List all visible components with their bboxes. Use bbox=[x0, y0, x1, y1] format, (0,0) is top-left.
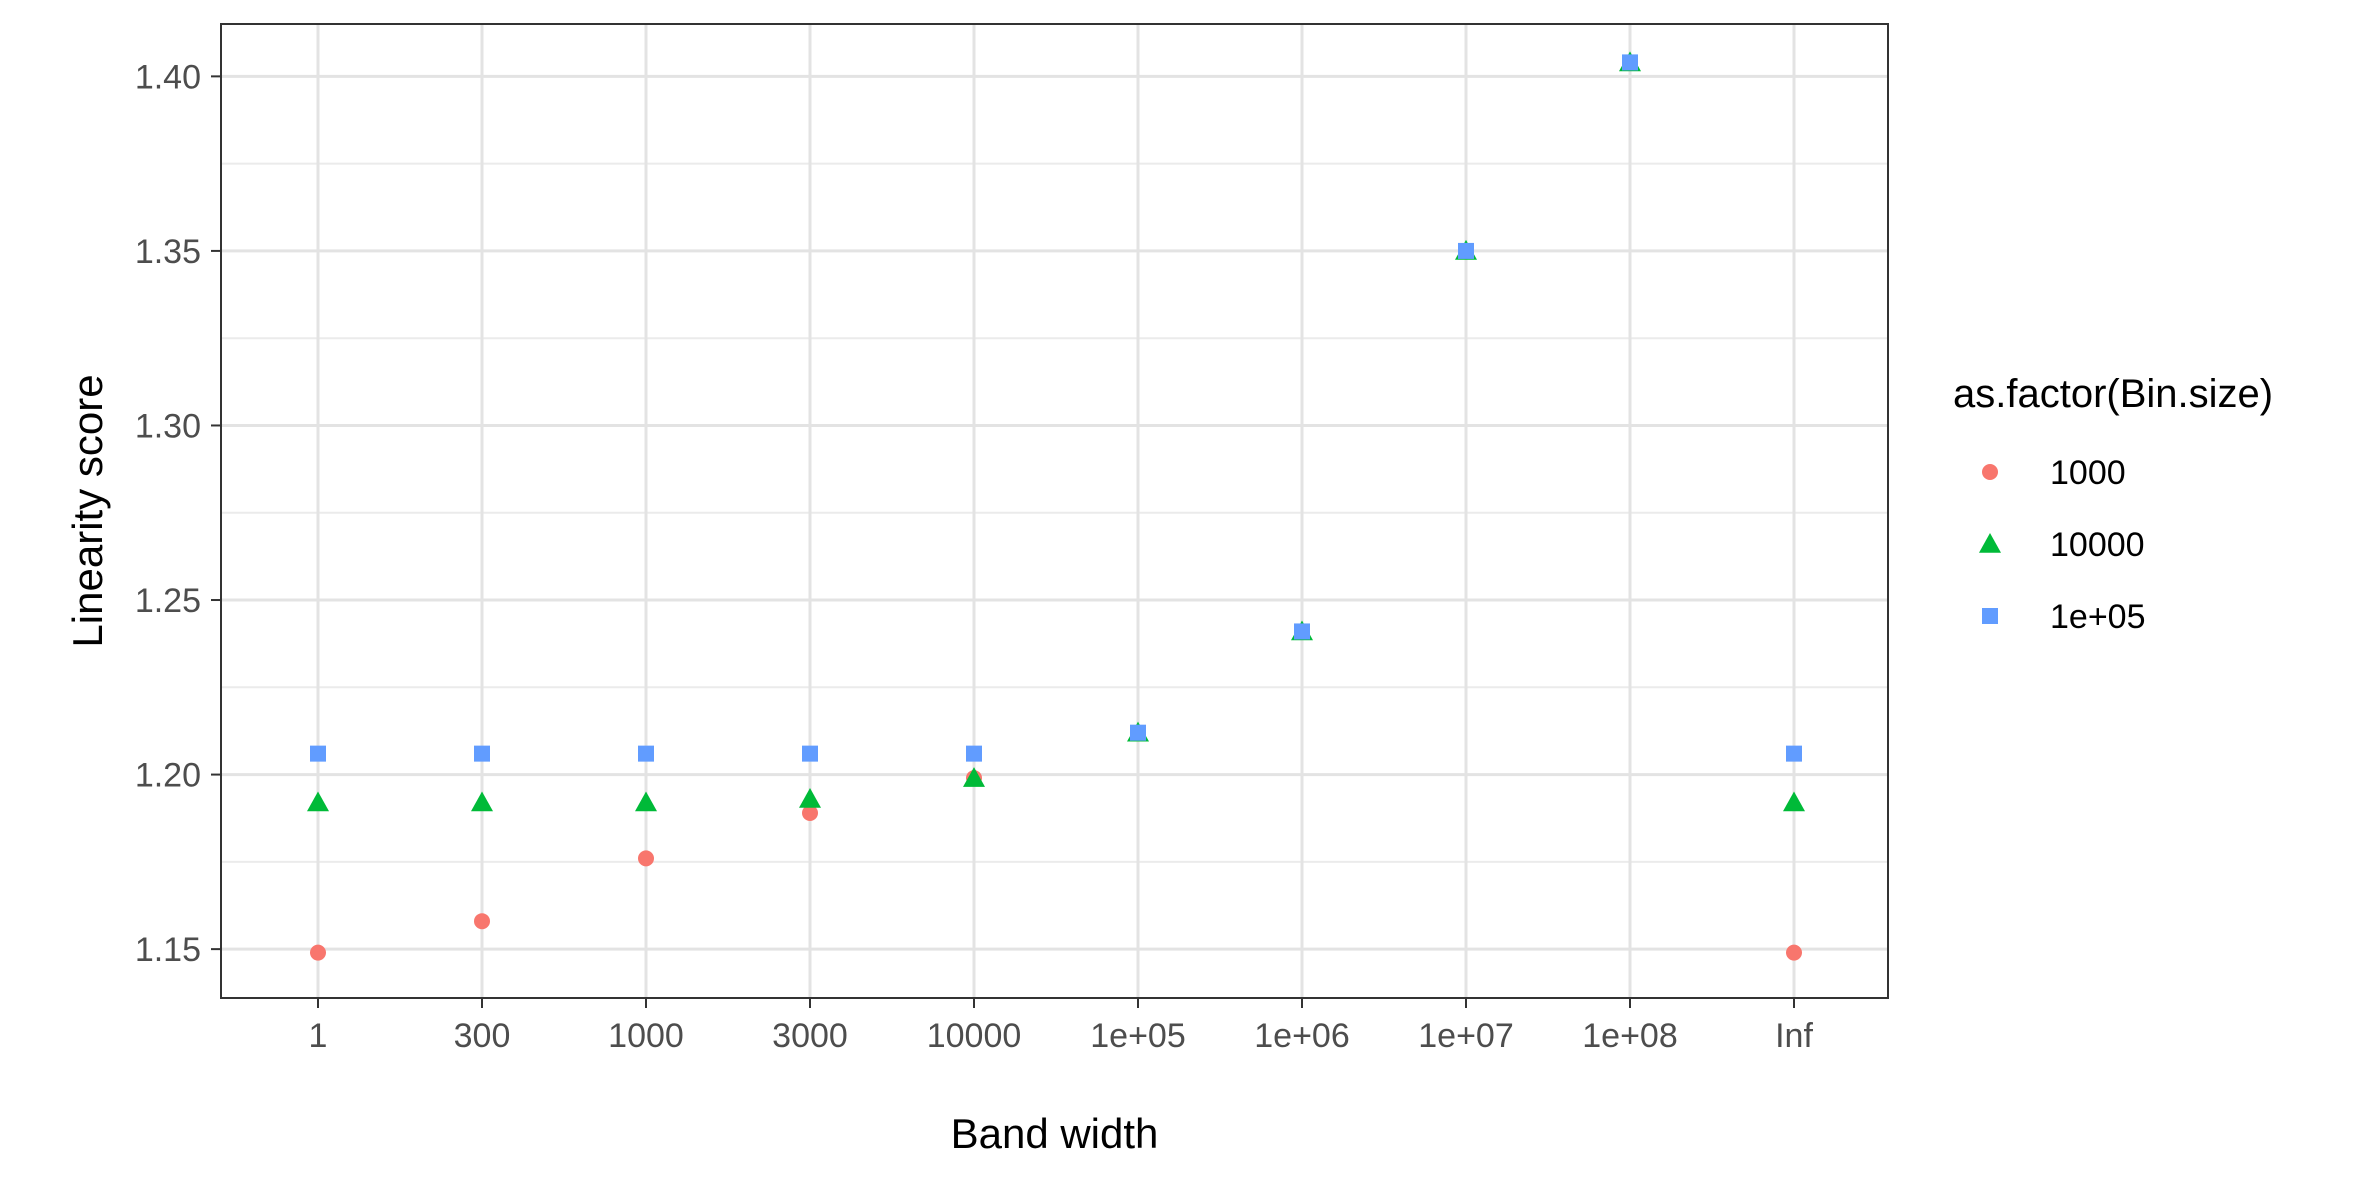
data-point-square bbox=[966, 745, 982, 762]
data-point-triangle bbox=[635, 791, 657, 812]
x-tick-label: 1000 bbox=[608, 1017, 684, 1055]
data-point-square bbox=[1458, 242, 1474, 259]
y-tick-label: 1.30 bbox=[135, 407, 201, 445]
data-point-square bbox=[1130, 724, 1146, 741]
y-tick-label: 1.25 bbox=[135, 582, 201, 620]
data-point-triangle bbox=[963, 767, 985, 787]
legend-key-square bbox=[1982, 608, 1998, 624]
data-points bbox=[307, 51, 1805, 961]
data-point-square bbox=[1786, 745, 1802, 762]
data-point-circle bbox=[802, 804, 818, 821]
y-tick-label: 1.35 bbox=[135, 233, 201, 271]
legend-key-circle bbox=[1982, 464, 1998, 480]
x-tick-label: 10000 bbox=[927, 1017, 1022, 1055]
data-point-triangle bbox=[799, 788, 821, 808]
data-point-circle bbox=[638, 850, 654, 867]
x-axis-title: Band width bbox=[951, 1110, 1159, 1157]
x-tick-label: 1e+08 bbox=[1582, 1017, 1678, 1055]
data-point-square bbox=[474, 745, 490, 762]
data-point-circle bbox=[310, 944, 326, 961]
y-axis-title: Linearity score bbox=[64, 374, 111, 647]
minor-gridlines bbox=[221, 162, 1888, 863]
data-point-square bbox=[802, 745, 818, 762]
legend-label: 10000 bbox=[2050, 526, 2145, 564]
legend-title: as.factor(Bin.size) bbox=[1953, 372, 2273, 416]
x-axis-ticks: 1 300 1000 3000 10000 1e+05 1e+06 1e+07 1e+08 Inf bbox=[309, 998, 1813, 1055]
x-tick-label: 1e+06 bbox=[1254, 1017, 1350, 1055]
y-tick-label: 1.15 bbox=[135, 931, 201, 969]
data-point-triangle bbox=[1783, 791, 1805, 812]
x-tick-label: 1e+07 bbox=[1418, 1017, 1514, 1055]
legend-label: 1000 bbox=[2050, 454, 2126, 492]
legend-label: 1e+05 bbox=[2050, 598, 2146, 636]
x-tick-label: 1 bbox=[309, 1017, 328, 1055]
data-point-circle bbox=[1786, 944, 1802, 961]
data-point-triangle bbox=[471, 791, 493, 812]
data-point-square bbox=[1622, 54, 1638, 71]
x-tick-label: Inf bbox=[1775, 1017, 1813, 1055]
y-axis-ticks: 1.15 1.20 1.25 1.30 1.35 1.40 bbox=[135, 58, 221, 969]
x-tick-label: 3000 bbox=[772, 1017, 848, 1055]
data-point-square bbox=[310, 745, 326, 762]
data-point-square bbox=[638, 745, 654, 762]
x-tick-label: 1e+05 bbox=[1090, 1017, 1186, 1055]
legend-key-triangle bbox=[1979, 533, 2001, 553]
major-gridlines bbox=[221, 24, 1888, 998]
legend: as.factor(Bin.size) 1000 10000 1e+05 bbox=[1953, 372, 2273, 636]
plot-panel-border bbox=[220, 23, 1889, 999]
y-tick-label: 1.20 bbox=[135, 757, 201, 795]
data-point-square bbox=[1294, 623, 1310, 640]
data-point-triangle bbox=[307, 791, 329, 812]
y-tick-label: 1.40 bbox=[135, 58, 201, 96]
data-point-circle bbox=[474, 913, 490, 930]
x-tick-label: 300 bbox=[454, 1017, 511, 1055]
